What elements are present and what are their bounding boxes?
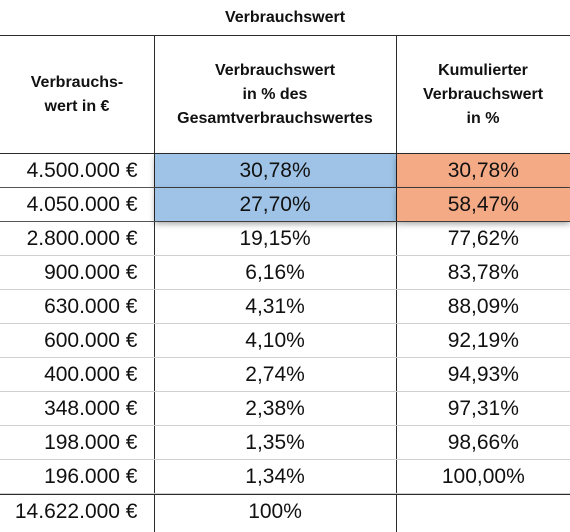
cell-cumulative: 98,66% — [447, 430, 519, 454]
header-percent-of-total: Verbrauchswert in % des Gesamtverbrauchs… — [177, 61, 373, 127]
cell-percent: 2,38% — [245, 396, 305, 420]
cell-percent: 27,70% — [154, 188, 396, 221]
cell-value: 2.800.000 € — [26, 226, 138, 250]
table-row: 630.000 € 4,31% 88,09% — [0, 290, 570, 324]
table-row: 900.000 € 6,16% 83,78% — [0, 256, 570, 290]
total-percent: 100% — [248, 499, 302, 523]
cell-percent: 1,34% — [245, 464, 305, 488]
table-row: 4.050.000 € 27,70% 58,47% — [0, 188, 570, 222]
cell-value: 4.050.000 € — [26, 192, 138, 216]
cell-value: 198.000 € — [44, 430, 138, 454]
table-row: 2.800.000 € 19,15% 77,62% — [0, 222, 570, 256]
cell-percent: 2,74% — [245, 362, 305, 386]
table-title: Verbrauchswert — [0, 0, 570, 36]
cell-value: 348.000 € — [44, 396, 138, 420]
cell-cumulative: 83,78% — [447, 260, 519, 284]
cell-cumulative: 77,62% — [447, 226, 519, 250]
cell-percent: 4,10% — [245, 328, 305, 352]
table-row: 196.000 € 1,34% 100,00% — [0, 460, 570, 494]
cell-cumulative: 88,09% — [447, 294, 519, 318]
cell-value: 400.000 € — [44, 362, 138, 386]
header-consumption-value: Verbrauchs- wert in € — [30, 73, 124, 115]
cell-percent: 19,15% — [239, 226, 311, 250]
column-divider — [154, 36, 155, 532]
cell-value: 4.500.000 € — [26, 158, 138, 182]
cell-value: 600.000 € — [44, 328, 138, 352]
cell-value: 630.000 € — [44, 294, 138, 318]
cell-cumulative: 94,93% — [447, 362, 519, 386]
cell-cumulative: 30,78% — [396, 154, 570, 187]
table-row: 348.000 € 2,38% 97,31% — [0, 392, 570, 426]
header-cumulative-percent: Kumulierter Verbrauchswert in % — [422, 61, 544, 127]
cell-percent: 4,31% — [245, 294, 305, 318]
total-cumulative — [397, 495, 570, 528]
cell-cumulative: 97,31% — [447, 396, 519, 420]
table-row: 4.500.000 € 30,78% 30,78% — [0, 154, 570, 188]
cell-cumulative: 92,19% — [447, 328, 519, 352]
table-row: 600.000 € 4,10% 92,19% — [0, 324, 570, 358]
column-divider — [396, 36, 397, 532]
cell-percent: 1,35% — [245, 430, 305, 454]
header-row: Verbrauchs- wert in € Verbrauchswert in … — [0, 36, 570, 154]
cell-percent: 30,78% — [154, 154, 396, 187]
table-row: 400.000 € 2,74% 94,93% — [0, 358, 570, 392]
total-value: 14.622.000 € — [14, 499, 138, 523]
table-body: 4.500.000 € 30,78% 30,78% 4.050.000 € 27… — [0, 154, 570, 528]
cell-value: 196.000 € — [44, 464, 138, 488]
table-row: 198.000 € 1,35% 98,66% — [0, 426, 570, 460]
total-row: 14.622.000 € 100% — [0, 494, 570, 528]
cell-value: 900.000 € — [44, 260, 138, 284]
cell-percent: 6,16% — [245, 260, 305, 284]
cell-cumulative: 58,47% — [396, 188, 570, 221]
cell-cumulative: 100,00% — [441, 464, 525, 488]
